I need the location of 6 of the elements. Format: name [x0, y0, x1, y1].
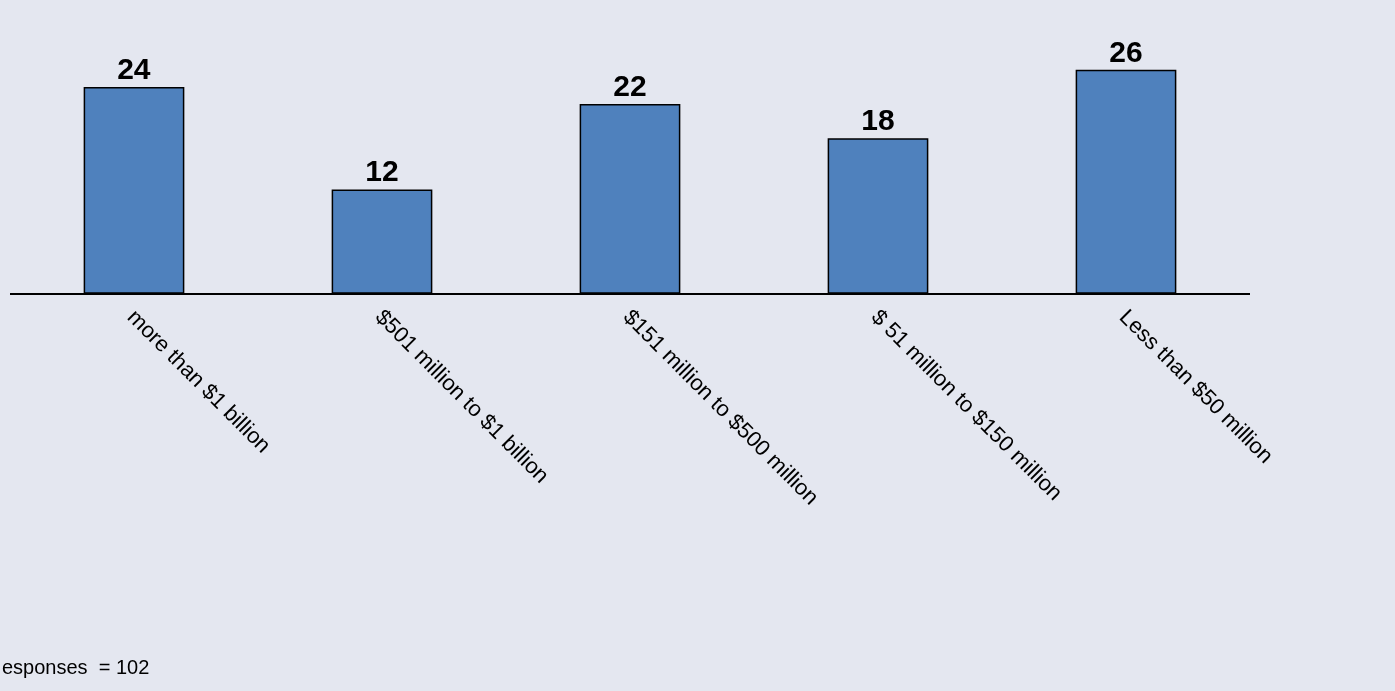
- data-label: 18: [861, 103, 895, 137]
- data-label: 12: [365, 154, 399, 188]
- data-label: 24: [117, 51, 151, 85]
- text: esponses = 102: [2, 656, 150, 678]
- data-label: 26: [1109, 34, 1143, 68]
- data-label: 22: [613, 68, 647, 102]
